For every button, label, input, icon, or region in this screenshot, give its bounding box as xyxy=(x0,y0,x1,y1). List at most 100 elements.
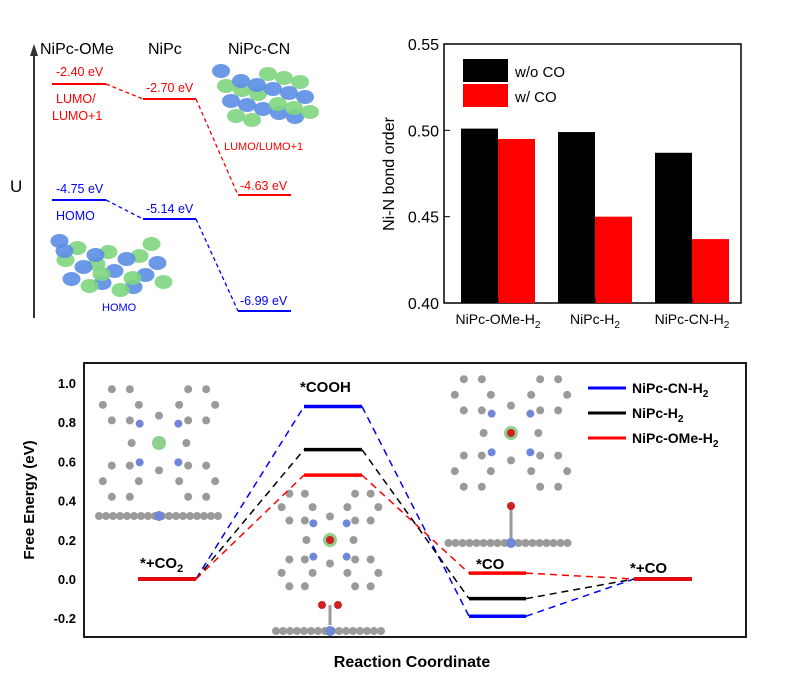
level-connector xyxy=(361,406,470,617)
carbon-atom xyxy=(477,482,486,491)
level-connector xyxy=(525,578,635,617)
plot-frame xyxy=(83,362,747,638)
carbon-atom xyxy=(563,390,572,399)
y-tick-label: 0.50 xyxy=(408,123,439,140)
carbon-atom xyxy=(202,385,211,394)
side-atom xyxy=(172,512,180,520)
carbon-atom xyxy=(125,385,134,394)
orbital-lobe xyxy=(285,101,303,115)
carbon-atom xyxy=(277,568,286,577)
y-tick-label: 1.0 xyxy=(58,376,76,391)
lumo-cn-label: LUMO/LUMO+1 xyxy=(224,141,303,153)
level-connector xyxy=(525,572,635,580)
carbon-atom xyxy=(134,400,143,409)
ring-atom xyxy=(182,439,191,447)
ring-atom xyxy=(309,519,318,528)
carbon-atom xyxy=(366,582,375,591)
side-atom xyxy=(207,512,215,520)
nickel-atom xyxy=(506,538,516,548)
lumo-label: LUMO/ xyxy=(56,92,96,106)
free-energy-diagram: -0.2 0.0 0.2 0.4 0.6 0.8 1.0 *+CO2 *COOH *CO *+CO… xyxy=(21,362,747,671)
orbital-lobe xyxy=(55,244,74,258)
side-atom xyxy=(314,627,322,635)
side-atom xyxy=(493,539,502,547)
column-label-nipc: NiPc xyxy=(148,41,182,58)
carbon-atom xyxy=(285,582,294,591)
side-atom xyxy=(130,512,138,520)
carbon-atom xyxy=(343,503,352,512)
homo-orbital-image xyxy=(50,234,173,297)
level-connector xyxy=(525,578,635,600)
carbon-atom xyxy=(308,503,317,512)
carbon-atom xyxy=(459,406,468,415)
x-axis-label: Reaction Coordinate xyxy=(334,654,491,671)
orbital-lobe xyxy=(92,267,111,281)
carbon-atom xyxy=(477,451,486,460)
orbital-lobe xyxy=(154,275,173,289)
ring-atom xyxy=(302,536,311,544)
ring-atom xyxy=(479,429,488,437)
y-axis-label: Ni-N bond order xyxy=(381,116,398,231)
side-atom xyxy=(458,539,467,547)
carbon-atom xyxy=(554,406,563,415)
ring-atom xyxy=(507,456,515,465)
ring-atom xyxy=(155,466,163,475)
side-atom xyxy=(556,539,565,547)
carbon-atom xyxy=(477,406,486,415)
carbon-atom xyxy=(107,385,116,394)
carbon-atom xyxy=(285,555,294,564)
side-atom xyxy=(472,539,481,547)
legend-label-wo-co: w/o CO xyxy=(514,64,565,81)
energy-value-label: -4.75 eV xyxy=(56,182,104,196)
orbital-lobe xyxy=(80,279,99,293)
ring-atom xyxy=(534,429,543,437)
side-atom xyxy=(514,539,523,547)
carbon-atom xyxy=(351,555,360,564)
side-atom xyxy=(286,627,294,635)
side-atom xyxy=(293,627,301,635)
carbon-atom xyxy=(450,390,459,399)
orbital-lobe xyxy=(117,252,136,266)
orbital-lobe xyxy=(291,75,309,89)
carbon-atom xyxy=(536,482,545,491)
ring-atom xyxy=(342,519,351,528)
orbital-lobe xyxy=(86,248,105,262)
level-connector xyxy=(105,83,144,100)
carbon-atom xyxy=(477,375,486,384)
side-atom xyxy=(549,539,558,547)
side-atom xyxy=(335,627,343,635)
carbon-atom xyxy=(374,503,383,512)
carbon-atom xyxy=(536,406,545,415)
state-label: *CO xyxy=(476,556,505,573)
ring-atom xyxy=(326,512,334,521)
orbital-lobe xyxy=(280,86,298,100)
level-connector xyxy=(195,449,305,580)
legend-swatch-w-co xyxy=(463,84,508,107)
side-atom xyxy=(116,512,124,520)
orbital-lobe xyxy=(301,105,319,119)
side-atom xyxy=(563,539,572,547)
orbital-lobe xyxy=(296,90,314,104)
y-tick-label: 0.45 xyxy=(408,210,439,227)
side-atom xyxy=(193,512,201,520)
column-label-nipc-cn: NiPc-CN xyxy=(228,41,290,58)
state-label: *+CO2 xyxy=(140,555,183,575)
side-atom xyxy=(444,539,453,547)
level-connector xyxy=(195,98,239,196)
ring-atom xyxy=(127,439,136,447)
x-tick-label: NiPc-H2 xyxy=(570,311,620,331)
energy-axis-label: U xyxy=(10,177,22,196)
orbital-lobe xyxy=(74,260,93,274)
level-connector xyxy=(105,199,144,220)
side-atom xyxy=(465,539,474,547)
y-tick-label: 0.55 xyxy=(408,37,439,54)
x-tick-label: NiPc-CN-H2 xyxy=(655,311,730,331)
carbon-atom xyxy=(351,516,360,525)
carbon-atom xyxy=(343,568,352,577)
energy-value-label: -5.14 eV xyxy=(146,202,194,216)
ring-atom xyxy=(155,411,163,420)
carbon-atom xyxy=(563,467,572,476)
carbon-atom xyxy=(202,416,211,425)
side-atom xyxy=(542,539,551,547)
carbon-atom xyxy=(459,375,468,384)
